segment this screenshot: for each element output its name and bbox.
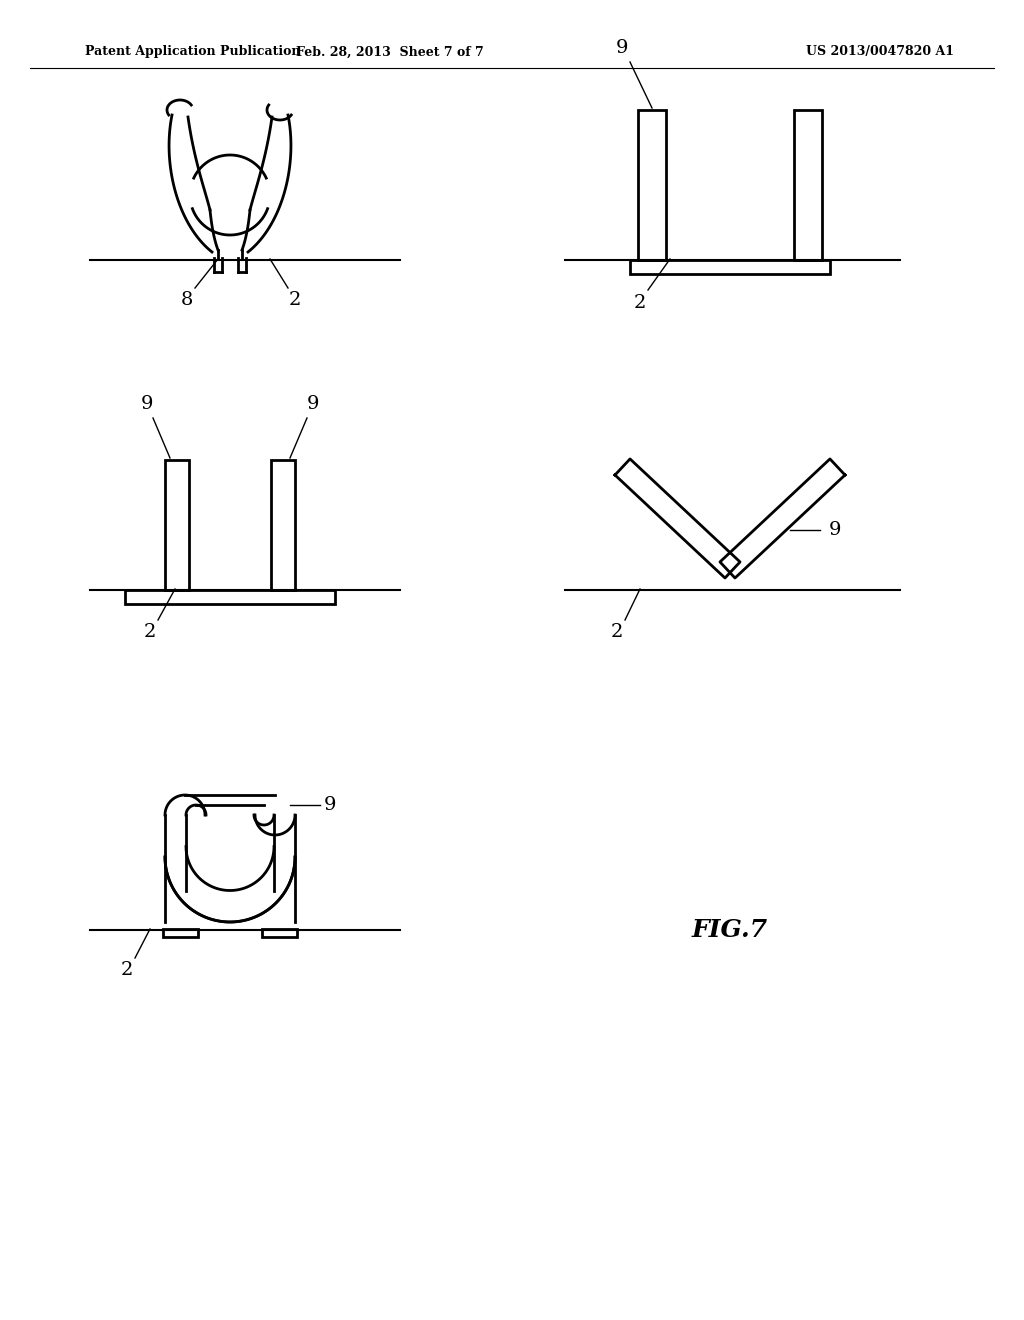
Text: Feb. 28, 2013  Sheet 7 of 7: Feb. 28, 2013 Sheet 7 of 7 bbox=[296, 45, 484, 58]
Text: 8: 8 bbox=[181, 290, 194, 309]
Text: 2: 2 bbox=[121, 961, 133, 979]
Text: US 2013/0047820 A1: US 2013/0047820 A1 bbox=[806, 45, 954, 58]
Text: 2: 2 bbox=[610, 623, 624, 642]
Bar bbox=[794, 110, 822, 260]
Text: FIG.7: FIG.7 bbox=[692, 917, 768, 942]
Text: 9: 9 bbox=[615, 40, 629, 57]
Text: 9: 9 bbox=[307, 395, 319, 413]
Bar bbox=[638, 110, 666, 260]
Text: 2: 2 bbox=[289, 290, 301, 309]
Text: 2: 2 bbox=[143, 623, 157, 642]
Text: Patent Application Publication: Patent Application Publication bbox=[85, 45, 300, 58]
Bar bbox=[262, 929, 297, 937]
Text: 9: 9 bbox=[828, 521, 842, 539]
Bar bbox=[165, 459, 189, 590]
Text: 9: 9 bbox=[324, 796, 336, 814]
Text: 9: 9 bbox=[140, 395, 154, 413]
Bar bbox=[630, 260, 830, 275]
Bar bbox=[163, 929, 198, 937]
Text: 2: 2 bbox=[634, 294, 646, 312]
Bar bbox=[271, 459, 295, 590]
Bar bbox=[125, 590, 335, 605]
